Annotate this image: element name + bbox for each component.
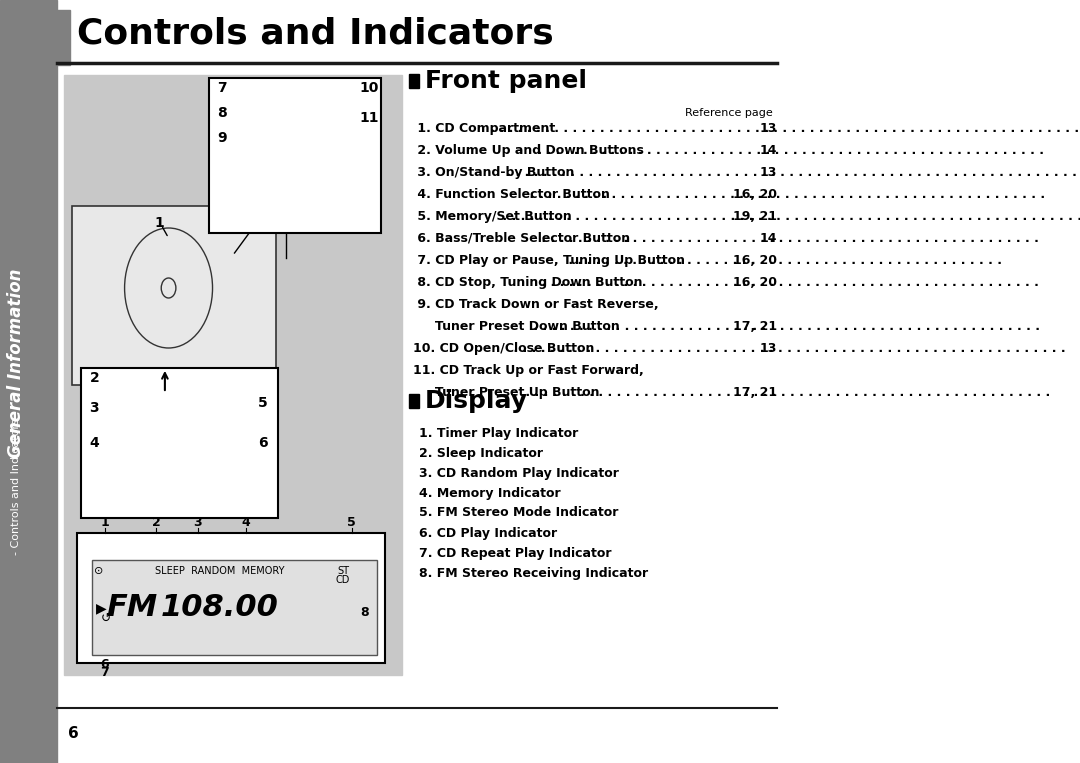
Text: 11: 11: [360, 111, 379, 125]
Text: 1. Timer Play Indicator: 1. Timer Play Indicator: [419, 427, 579, 439]
Text: 1. CD Compartment: 1. CD Compartment: [413, 121, 555, 134]
Text: 6: 6: [68, 726, 79, 741]
Text: General Information: General Information: [8, 269, 25, 458]
Text: SLEEP  RANDOM  MEMORY: SLEEP RANDOM MEMORY: [156, 566, 285, 576]
Text: 6: 6: [100, 658, 109, 671]
Text: 2. Volume Up and Down Buttons: 2. Volume Up and Down Buttons: [413, 143, 644, 156]
Text: . . . . . . . . . . . . . . . . . . . . . . . . . . . . . . . . . . . . . . . . : . . . . . . . . . . . . . . . . . . . . …: [537, 275, 1039, 288]
Text: 5. FM Stereo Mode Indicator: 5. FM Stereo Mode Indicator: [419, 507, 619, 520]
Text: Tuner Preset Up Button: Tuner Preset Up Button: [413, 385, 599, 398]
Text: CD: CD: [336, 575, 350, 585]
Text: 8: 8: [217, 106, 227, 120]
Text: 2. Sleep Indicator: 2. Sleep Indicator: [419, 446, 543, 459]
FancyBboxPatch shape: [208, 78, 381, 233]
Text: ⊙: ⊙: [94, 566, 104, 576]
Text: 3: 3: [193, 517, 202, 530]
Text: 6. CD Play Indicator: 6. CD Play Indicator: [419, 526, 557, 539]
Text: 8: 8: [361, 607, 369, 620]
Text: 4. Function Selector Button: 4. Function Selector Button: [413, 188, 609, 201]
Text: 6. Bass/Treble Selector Button: 6. Bass/Treble Selector Button: [413, 231, 630, 244]
Text: 8. FM Stereo Receiving Indicator: 8. FM Stereo Receiving Indicator: [419, 566, 648, 580]
Text: 7: 7: [217, 81, 227, 95]
Text: 11. CD Track Up or Fast Forward,: 11. CD Track Up or Fast Forward,: [413, 363, 644, 376]
Text: 2: 2: [90, 371, 99, 385]
Text: 16, 20: 16, 20: [733, 275, 777, 288]
Bar: [409, 74, 419, 88]
Text: . . . . . . . . . . . . . . . . . . . . . . . . . . . . . . . . . . . . . . . . : . . . . . . . . . . . . . . . . . . . . …: [522, 385, 1051, 398]
Text: 8. CD Stop, Tuning Down Button: 8. CD Stop, Tuning Down Button: [413, 275, 643, 288]
Text: . . . . . . . . . . . . . . . . . . . . . . . . . . . . . . . . . . . . . . . . : . . . . . . . . . . . . . . . . . . . . …: [486, 121, 1080, 134]
Text: 10: 10: [360, 81, 378, 95]
Text: 1: 1: [154, 216, 164, 230]
Text: 2: 2: [151, 517, 161, 530]
Text: ▶: ▶: [96, 601, 107, 615]
Text: 4: 4: [241, 517, 249, 530]
Text: . . . . . . . . . . . . . . . . . . . . . . . . . . . . . . . . . . . . . . . . : . . . . . . . . . . . . . . . . . . . . …: [537, 231, 1039, 244]
Text: . . . . . . . . . . . . . . . . . . . . . . . . . . . . . . . . . . . . . . . . : . . . . . . . . . . . . . . . . . . . . …: [510, 342, 1066, 355]
Text: . . . . . . . . . . . . . . . . . . . . . . . . . . . . . . . . . . . . . . . . : . . . . . . . . . . . . . . . . . . . . …: [564, 253, 1002, 266]
Text: 4: 4: [90, 436, 99, 450]
Text: . . . . . . . . . . . . . . . . . . . . . . . . . . . . . . . . . . . . . . . . : . . . . . . . . . . . . . . . . . . . . …: [525, 188, 1045, 201]
Text: 10. CD Open/Close Button: 10. CD Open/Close Button: [413, 342, 594, 355]
Text: 16, 20: 16, 20: [733, 253, 777, 266]
Bar: [57, 10, 70, 65]
Text: 9: 9: [217, 131, 227, 145]
Text: 4. Memory Indicator: 4. Memory Indicator: [419, 487, 561, 500]
Text: 5: 5: [258, 396, 268, 410]
Bar: [65, 75, 402, 675]
Text: 7. CD Play or Pause, Tuning Up Button: 7. CD Play or Pause, Tuning Up Button: [413, 253, 685, 266]
Bar: [409, 394, 419, 408]
Text: ↺: ↺: [102, 611, 111, 624]
Text: 19, 21: 19, 21: [733, 210, 777, 223]
Text: Display: Display: [426, 389, 528, 413]
Text: 5. Memory/Set Button: 5. Memory/Set Button: [413, 210, 571, 223]
Text: Tuner Preset Down Button: Tuner Preset Down Button: [413, 320, 619, 333]
Text: . . . . . . . . . . . . . . . . . . . . . . . . . . . . . . . . . . . . . . . . : . . . . . . . . . . . . . . . . . . . . …: [532, 143, 1043, 156]
FancyBboxPatch shape: [92, 560, 377, 655]
Text: 7. CD Repeat Play Indicator: 7. CD Repeat Play Indicator: [419, 546, 611, 559]
Text: 14: 14: [759, 143, 777, 156]
Text: 17, 21: 17, 21: [732, 320, 777, 333]
Text: Controls and Indicators: Controls and Indicators: [77, 16, 554, 50]
Text: 7: 7: [100, 667, 109, 680]
Text: Front panel: Front panel: [426, 69, 588, 93]
Text: 6: 6: [258, 436, 268, 450]
FancyBboxPatch shape: [81, 368, 279, 518]
Text: . . . . . . . . . . . . . . . . . . . . . . . . . . . . . . . . . . . . . . . . : . . . . . . . . . . . . . . . . . . . . …: [502, 166, 1077, 179]
Text: FM: FM: [106, 594, 158, 623]
Text: 1: 1: [100, 517, 109, 530]
Text: 13: 13: [759, 166, 777, 179]
FancyBboxPatch shape: [77, 533, 384, 663]
Bar: [0, 0, 57, 763]
FancyBboxPatch shape: [72, 206, 276, 385]
Text: . . . . . . . . . . . . . . . . . . . . . . . . . . . . . . . . . . . . . . . . : . . . . . . . . . . . . . . . . . . . . …: [529, 320, 1040, 333]
Text: ST: ST: [337, 566, 349, 576]
Text: 5: 5: [348, 517, 356, 530]
Text: 17, 21: 17, 21: [732, 385, 777, 398]
Text: 14: 14: [759, 231, 777, 244]
Text: 16, 20: 16, 20: [733, 188, 777, 201]
Text: . . . . . . . . . . . . . . . . . . . . . . . . . . . . . . . . . . . . . . . . : . . . . . . . . . . . . . . . . . . . . …: [498, 210, 1080, 223]
Text: 13: 13: [759, 342, 777, 355]
Text: Reference page: Reference page: [686, 108, 773, 118]
Text: 108.00: 108.00: [161, 594, 279, 623]
Text: 9. CD Track Down or Fast Reverse,: 9. CD Track Down or Fast Reverse,: [413, 298, 658, 311]
Text: 3: 3: [90, 401, 99, 415]
Text: 3. CD Random Play Indicator: 3. CD Random Play Indicator: [419, 466, 619, 479]
Text: 13: 13: [759, 121, 777, 134]
Text: 3. On/Stand-by Button: 3. On/Stand-by Button: [413, 166, 573, 179]
Text: - Controls and Indicators -: - Controls and Indicators -: [11, 410, 22, 555]
